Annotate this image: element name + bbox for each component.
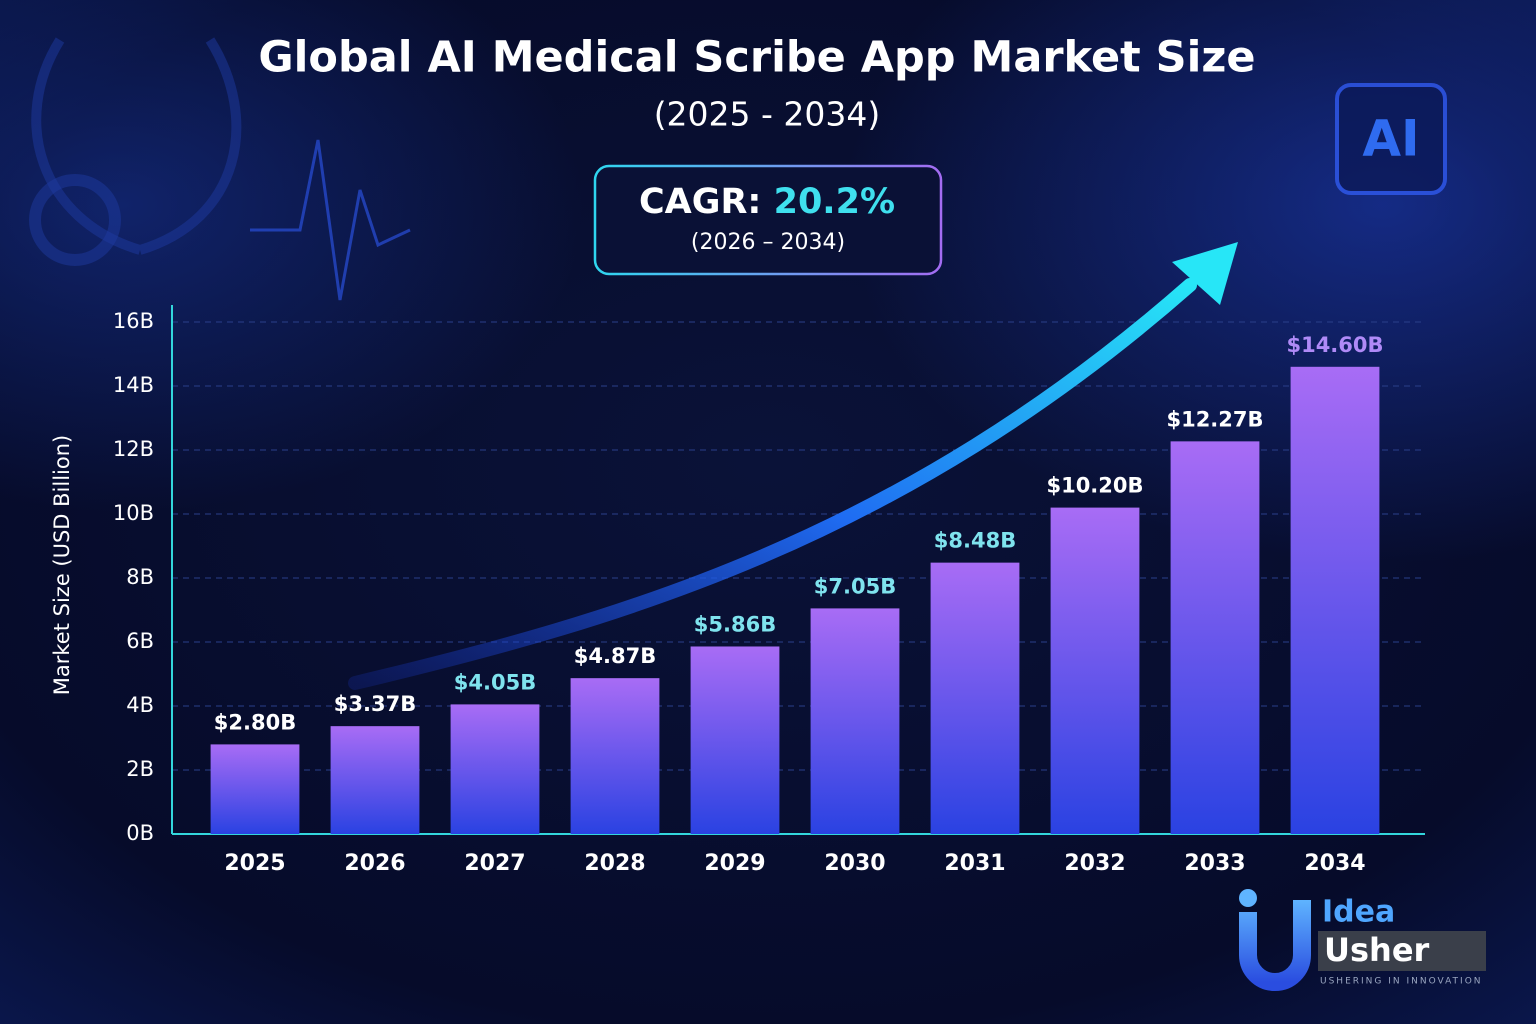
y-tick-label: 14B bbox=[113, 373, 154, 397]
logo-dot bbox=[1239, 889, 1257, 907]
logo-line1: Idea bbox=[1322, 895, 1395, 930]
bar bbox=[1290, 366, 1380, 834]
y-tick-label: 6B bbox=[126, 629, 154, 653]
value-label: $3.37B bbox=[334, 692, 416, 716]
value-label: $5.86B bbox=[694, 612, 776, 636]
chart-title: Global AI Medical Scribe App Market Size bbox=[258, 33, 1255, 83]
y-tick-label: 16B bbox=[113, 309, 154, 333]
value-label: $2.80B bbox=[214, 710, 296, 734]
x-tick-label: 2025 bbox=[224, 851, 285, 876]
logo-mark bbox=[1239, 900, 1311, 991]
stethoscope bbox=[31, 37, 242, 255]
cagr: CAGR: 20.2% bbox=[639, 182, 895, 222]
y-tick-label: 8B bbox=[126, 565, 154, 589]
value-label: $10.20B bbox=[1046, 474, 1143, 498]
value-label: $4.05B bbox=[454, 670, 536, 694]
x-tick-label: 2028 bbox=[584, 851, 645, 876]
y-tick-label: 12B bbox=[113, 437, 154, 461]
logo-band bbox=[1318, 931, 1486, 971]
x-tick-label: 2029 bbox=[704, 851, 765, 876]
x-tick-label: 2027 bbox=[464, 851, 525, 876]
stethoscope bbox=[29, 174, 121, 266]
growth-arrow bbox=[348, 278, 1197, 690]
chart-subtitle: (2025 - 2034) bbox=[654, 95, 881, 134]
value-label: $12.27B bbox=[1166, 407, 1263, 431]
y-tick-label: 10B bbox=[113, 501, 154, 525]
bar bbox=[930, 562, 1020, 834]
bar bbox=[1050, 507, 1140, 834]
cagr-period: (2026 – 2034) bbox=[691, 230, 845, 255]
growth-arrow-head bbox=[1172, 242, 1238, 305]
y-tick-label: 4B bbox=[126, 693, 154, 717]
bar bbox=[210, 744, 300, 834]
bar bbox=[570, 678, 660, 834]
bar bbox=[1170, 441, 1260, 834]
value-label: $4.87B bbox=[574, 644, 656, 668]
cagr-label: CAGR: bbox=[639, 182, 761, 222]
bar bbox=[810, 608, 900, 834]
value-label: $7.05B bbox=[814, 574, 896, 598]
value-label: $14.60B bbox=[1286, 333, 1383, 357]
x-tick-label: 2031 bbox=[944, 851, 1005, 876]
logo-tagline: USHERING IN INNOVATION bbox=[1320, 977, 1483, 987]
x-tick-label: 2026 bbox=[344, 851, 405, 876]
y-axis-label: Market Size (USD Billion) bbox=[50, 435, 74, 695]
bar bbox=[450, 704, 540, 834]
cagr-value: 20.2% bbox=[774, 182, 895, 222]
x-tick-label: 2032 bbox=[1064, 851, 1125, 876]
ai-chip bbox=[1335, 83, 1447, 195]
plot: 0B 2B 4B 6B 8B 10B 12B 14B 16B 2025 $2.80B 2026 $3.3… bbox=[113, 305, 1425, 876]
x-tick-label: 2034 bbox=[1304, 851, 1365, 876]
y-tick-label: 2B bbox=[126, 757, 154, 781]
heartbeat bbox=[250, 139, 411, 301]
bar bbox=[330, 726, 420, 834]
y-tick-label: 0B bbox=[126, 821, 154, 845]
x-tick-label: 2030 bbox=[824, 851, 885, 876]
bar bbox=[690, 646, 780, 834]
value-label: $8.48B bbox=[934, 529, 1016, 553]
logo-line2: Usher bbox=[1324, 931, 1430, 969]
cagr-box bbox=[593, 164, 943, 276]
chip-label: AI bbox=[1362, 110, 1419, 168]
x-tick-label: 2033 bbox=[1184, 851, 1245, 876]
